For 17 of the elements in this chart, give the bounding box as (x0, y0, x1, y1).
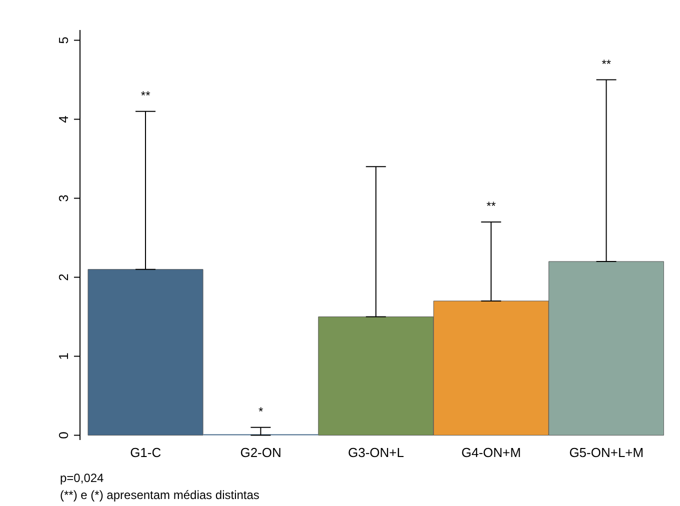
text: (**) e (*) apresentam médias distintas (60, 487, 260, 504)
y-tick-label: 4 (56, 116, 71, 123)
x-tick-label: G4-ON+M (461, 445, 521, 460)
y-tick-label: 1 (56, 352, 71, 360)
annotation: ** (486, 198, 496, 213)
x-tick-label: G3-ON+L (348, 445, 404, 460)
annotation: ** (602, 56, 612, 71)
y-tick-label: 5 (56, 36, 71, 44)
y-tick-label: 0 (56, 432, 71, 439)
x-tick-label: G1-C (130, 445, 162, 460)
y-tick-label: 3 (56, 194, 71, 202)
x-tick-label: G5-ON+L+M (569, 445, 644, 460)
annotation: ** (140, 88, 151, 102)
text: p=0,024 (60, 470, 105, 487)
y-tick-label: 2 (56, 274, 71, 281)
annotation: * (258, 404, 264, 418)
x-tick-label: G2-ON (240, 445, 282, 460)
